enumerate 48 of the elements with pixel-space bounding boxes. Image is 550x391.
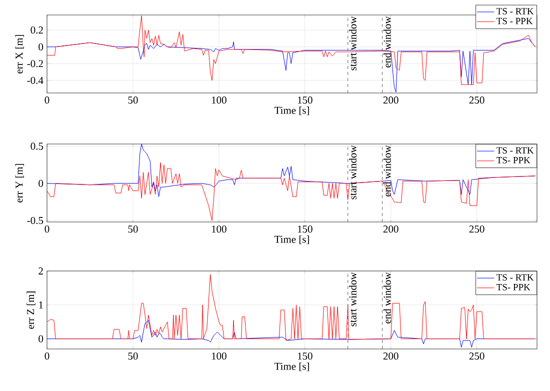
y-tick-label: 0	[38, 335, 44, 342]
y-tick-label: -0.4	[27, 76, 44, 84]
x-tick-label: 0	[44, 96, 50, 104]
x-tick-label: 200	[383, 96, 398, 104]
x-tick-label: 0	[44, 352, 50, 360]
x-tick-label: 0	[44, 226, 50, 233]
text: TS - RTK	[496, 147, 534, 154]
x-tick-label: 200	[383, 352, 398, 360]
y-tick-label: 2	[38, 268, 43, 274]
legend-label: TS - PPK	[496, 18, 533, 24]
x-axis-title: Time [s]	[274, 106, 309, 116]
legend-label: TS - RTK	[496, 8, 534, 14]
line-series	[47, 274, 536, 341]
x-tick-label: 150	[298, 226, 312, 233]
x-tick-label: 150	[298, 352, 312, 360]
ref-line-label: start window	[349, 16, 356, 70]
x-tick-label: 100	[212, 352, 226, 360]
x-axis-title: Time [s]	[274, 362, 309, 372]
y-tick-label: 0.5	[30, 142, 44, 150]
legend-label: TS- PPK	[496, 284, 530, 290]
x-tick-label: 150	[298, 96, 312, 104]
x-tick-label: 50	[128, 96, 138, 104]
y-tick-label: 1	[39, 301, 43, 308]
ref-line-label: start window	[349, 145, 356, 200]
y-tick-label: -0.2	[27, 60, 43, 68]
legend-label: TS - RTK	[496, 274, 534, 281]
x-tick-label: 200	[383, 226, 398, 233]
y-tick-label: 0	[38, 180, 44, 187]
x-tick-label: 50	[128, 226, 138, 233]
x-tick-label: 250	[469, 352, 484, 360]
ref-line-label: end window	[383, 145, 391, 196]
series-label: TS- PPK	[496, 156, 530, 164]
ref-line-label: end window	[383, 272, 391, 324]
x-tick-label: 50	[128, 352, 138, 360]
x-axis-title: Time [s]	[274, 235, 309, 244]
x-tick-label: 250	[469, 226, 484, 233]
x-tick-label: 100	[212, 226, 226, 233]
y-tick-label: 0.2	[30, 26, 43, 34]
x-tick-label: 100	[212, 96, 226, 104]
ref-line-label: start window	[349, 272, 356, 326]
y-axis-title: err X [m]	[15, 34, 24, 74]
y-tick-label: 0	[38, 43, 44, 50]
ref-line-label: end window	[383, 16, 391, 68]
y-tick-label: -0.5	[27, 216, 44, 224]
y-axis-title: err Z [m]	[26, 292, 36, 329]
y-axis-title: err Y [m]	[15, 164, 24, 202]
line-series	[47, 16, 536, 85]
x-tick-label: 250	[469, 96, 484, 104]
